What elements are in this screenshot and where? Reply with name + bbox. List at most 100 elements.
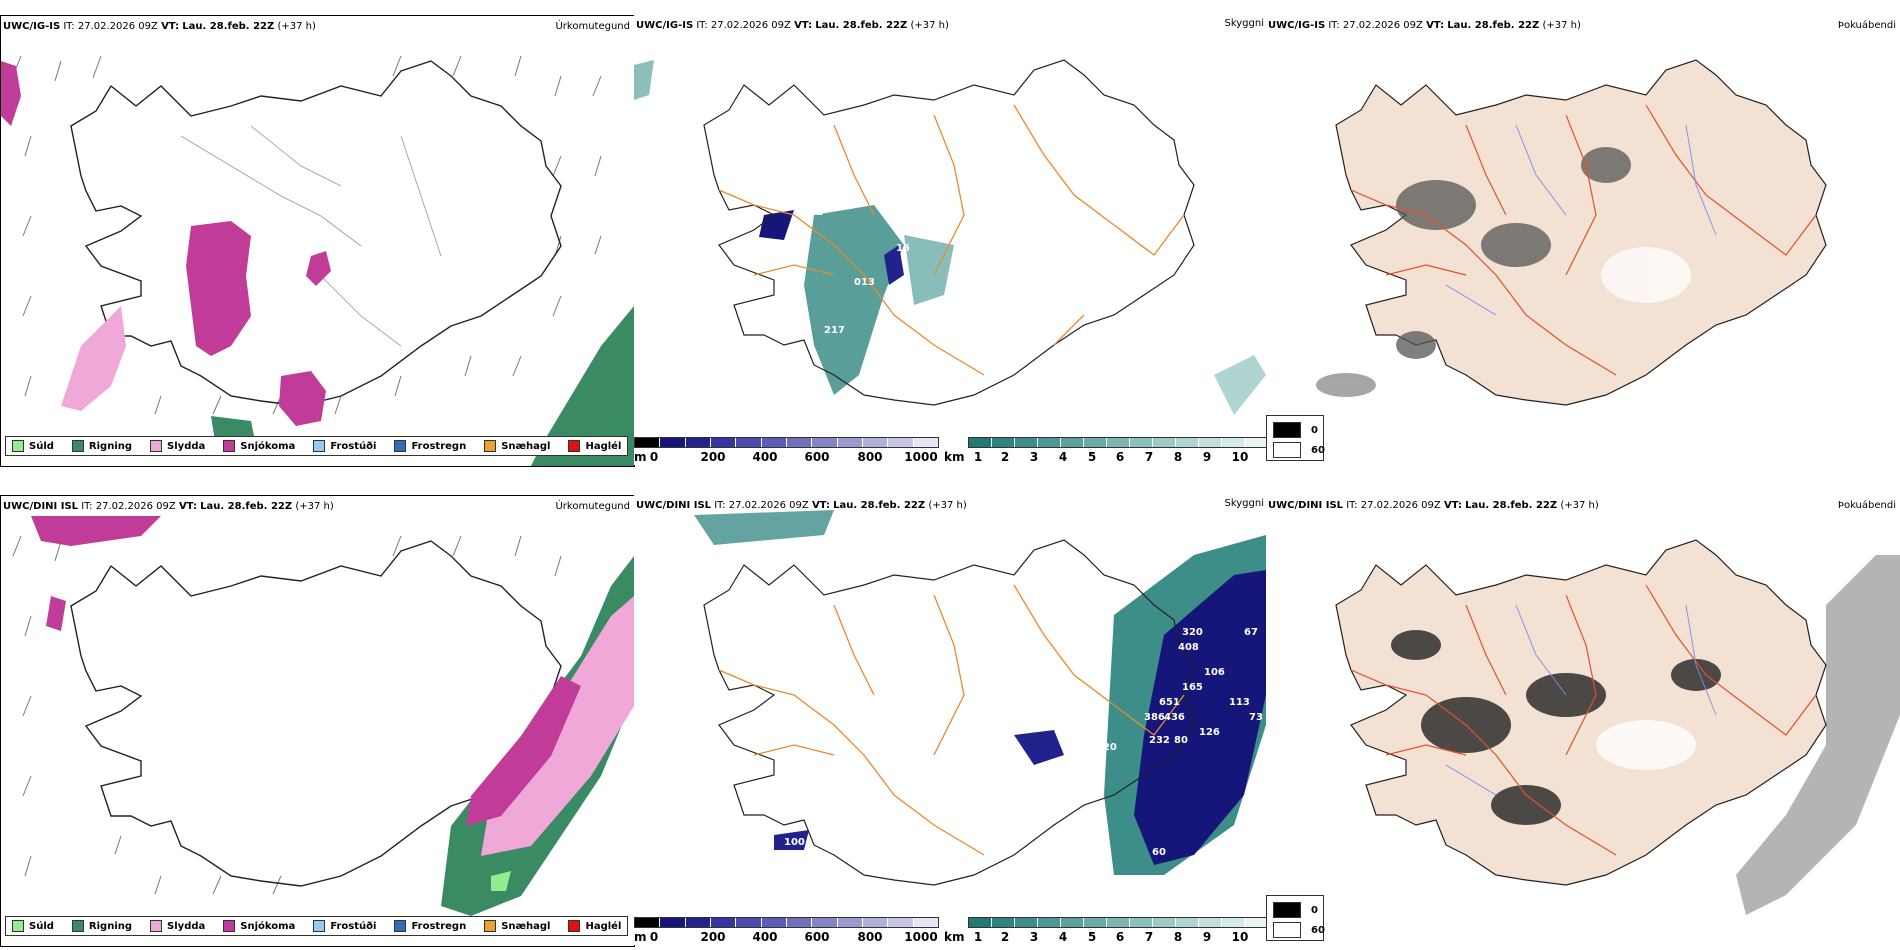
land-fill xyxy=(1335,59,1827,406)
cloud-base-label: 113 xyxy=(1229,697,1250,708)
iceland-map xyxy=(1,16,634,466)
cloud-base-label: 60 xyxy=(1152,847,1166,858)
road-network xyxy=(718,584,1185,856)
fog-patch xyxy=(1391,630,1441,660)
legend-item-hail: Haglél xyxy=(568,920,621,932)
snow-area xyxy=(279,371,326,426)
visibility-colorbar xyxy=(968,917,1268,928)
legend-swatch xyxy=(71,920,84,932)
legend-item-drizzle: Súld xyxy=(12,920,54,932)
legend-swatch xyxy=(223,440,236,452)
visibility-colorbar xyxy=(968,437,1268,448)
vt-value: Lau. 28.feb. 22Z xyxy=(1447,20,1540,31)
legend-item-rain: Rigning xyxy=(71,440,132,452)
wind-barb xyxy=(12,535,562,895)
offshore-fog-band xyxy=(1736,555,1900,915)
cloud-base-label: 436 xyxy=(1164,712,1185,723)
legend-item-freezing-drizzle: Frostúði xyxy=(313,920,376,932)
fog-patch xyxy=(1316,373,1376,397)
legend-item-graupel: Snæhagl xyxy=(484,920,550,932)
cloud-base-label: 126 xyxy=(1199,727,1220,738)
vt-label: VT: xyxy=(1426,20,1445,31)
legend-swatch xyxy=(150,440,163,452)
road-network xyxy=(718,104,1185,376)
precip-legend: Súld Rigning Slydda Snjókoma Frostúði Fr… xyxy=(5,916,629,936)
panel-header: UWC/DINI ISL IT: 27.02.2026 09Z VT: Lau.… xyxy=(636,500,967,511)
cloud-base-label: 98 xyxy=(714,383,728,394)
panel-title: Skyggni xyxy=(1224,18,1264,29)
fog-patch xyxy=(1396,331,1436,359)
legend-item-sleet: Slydda xyxy=(150,920,205,932)
panel-title: Úrkomutegund xyxy=(555,501,630,512)
fog-patch xyxy=(1481,223,1551,267)
legend-swatch xyxy=(12,920,24,932)
river-network xyxy=(1445,124,1717,316)
it-value: 27.02.2026 09Z xyxy=(77,21,158,32)
it-value: 27.02.2026 09Z xyxy=(1342,20,1423,31)
iceland-map xyxy=(1266,15,1900,465)
river-network xyxy=(1445,604,1717,796)
iceland-coastline xyxy=(703,539,1195,886)
vt-value: Lau. 28.feb. 22Z xyxy=(815,20,908,31)
fog-patch xyxy=(1596,720,1696,770)
fog-legend-row: 0 xyxy=(1273,422,1318,438)
iceland-coastline xyxy=(70,60,562,407)
vt-value: Lau. 28.feb. 22Z xyxy=(833,500,926,511)
iceland-map: 92 15 013 217 98 382 xyxy=(634,15,1266,465)
fog-patch xyxy=(1581,147,1631,183)
panel-header: UWC/DINI ISL IT: 27.02.2026 09Z VT: Lau.… xyxy=(1268,500,1599,511)
road-network xyxy=(1350,104,1817,376)
model-name: UWC/DINI ISL xyxy=(1268,500,1344,511)
cloud-base-label: 15 xyxy=(896,243,910,254)
legend-swatch xyxy=(568,440,581,452)
legend-item-freezing-drizzle: Frostúði xyxy=(313,440,376,452)
it-value: 27.02.2026 09Z xyxy=(95,501,176,512)
legend-swatch xyxy=(394,920,407,932)
panel-header: UWC/IG-IS IT: 27.02.2026 09Z VT: Lau. 28… xyxy=(3,21,316,32)
snow-area xyxy=(186,221,251,356)
cloud-base-labels: 92 15 013 217 98 382 xyxy=(714,207,959,396)
legend-swatch xyxy=(223,920,236,932)
cloud-base-colorbar xyxy=(634,917,939,928)
low-cloud-area xyxy=(774,830,809,850)
vt-label: VT: xyxy=(794,20,813,31)
it-label: IT: xyxy=(696,20,708,31)
model-name: UWC/IG-IS xyxy=(1268,20,1326,31)
low-visibility-area xyxy=(1214,355,1266,415)
panel-title: Úrkomutegund xyxy=(555,21,630,32)
model-name: UWC/IG-IS xyxy=(3,21,61,32)
precip-legend: Súld Rigning Slydda Snjókoma Frostúði Fr… xyxy=(5,436,629,456)
vt-label: VT: xyxy=(1443,500,1462,511)
cloud-base-label: 408 xyxy=(1178,642,1199,653)
iceland-map xyxy=(1,496,634,946)
it-label: IT: xyxy=(714,500,726,511)
model-name: UWC/DINI ISL xyxy=(636,500,712,511)
sleet-area xyxy=(61,306,126,411)
it-label: IT: xyxy=(81,501,93,512)
fog-legend-row: 60 xyxy=(1273,922,1325,938)
it-label: IT: xyxy=(63,21,75,32)
visibility-unit: km xyxy=(944,930,965,944)
vt-label: VT: xyxy=(811,500,830,511)
fog-patch xyxy=(1491,785,1561,825)
panel-header: UWC/IG-IS IT: 27.02.2026 09Z VT: Lau. 28… xyxy=(636,20,949,31)
fog-legend-row: 60 xyxy=(1273,442,1325,458)
cloud-base-label: 120 xyxy=(1096,742,1117,753)
legend-swatch xyxy=(71,440,84,452)
fog-indicator-panel: UWC/IG-IS IT: 27.02.2026 09Z VT: Lau. 28… xyxy=(1266,15,1900,465)
fog-indicator-panel: UWC/DINI ISL IT: 27.02.2026 09Z VT: Lau.… xyxy=(1266,495,1900,945)
cloud-base-label: 217 xyxy=(824,325,845,336)
legend-item-freezing-rain: Frostregn xyxy=(394,920,466,932)
cloud-base-label: 651 xyxy=(1159,697,1180,708)
visibility-panel: UWC/DINI ISL IT: 27.02.2026 09Z VT: Lau.… xyxy=(634,495,1268,945)
snow-area xyxy=(306,251,331,286)
low-cloud-area xyxy=(759,210,794,240)
cloud-base-label: 382 xyxy=(938,385,959,396)
iceland-coastline xyxy=(703,59,1195,406)
legend-item-sleet: Slydda xyxy=(150,440,205,452)
vt-value: Lau. 28.feb. 22Z xyxy=(200,501,293,512)
snow-area xyxy=(46,596,66,631)
cloud-base-label: 100 xyxy=(784,837,805,848)
legend-swatch xyxy=(12,440,24,452)
legend-item-drizzle: Súld xyxy=(12,440,54,452)
